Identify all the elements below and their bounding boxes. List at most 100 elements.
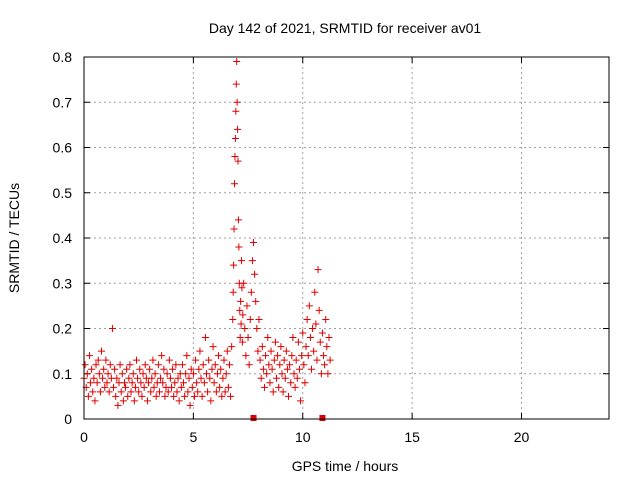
data-point [105, 388, 113, 396]
data-point [101, 383, 109, 391]
data-point [169, 365, 177, 373]
data-point [181, 392, 189, 400]
data-point [298, 352, 306, 360]
data-point [269, 388, 277, 396]
data-point [171, 379, 179, 387]
data-point [187, 365, 195, 373]
data-point [256, 356, 264, 364]
data-point [116, 361, 124, 369]
data-point [265, 361, 273, 369]
data-point [253, 325, 261, 332]
data-point [131, 383, 139, 391]
data-point [247, 288, 255, 296]
data-point [308, 365, 315, 373]
data-point [300, 361, 308, 369]
data-point [237, 297, 245, 305]
data-point [310, 347, 318, 355]
data-point [301, 379, 309, 387]
baseline-markers [250, 415, 326, 421]
data-point [232, 80, 240, 88]
data-point [289, 334, 297, 342]
data-point [270, 356, 278, 364]
data-point [103, 379, 111, 387]
data-point [183, 352, 191, 360]
data-point [283, 365, 291, 373]
data-point [145, 379, 153, 387]
x-axis-label: GPS time / hours [292, 458, 399, 474]
data-point [236, 306, 244, 314]
data-point [94, 356, 102, 364]
data-point [139, 370, 147, 378]
data-point [232, 107, 240, 115]
data-point [240, 279, 248, 287]
data-point [129, 370, 137, 378]
y-tick-label: 0.3 [53, 275, 73, 291]
data-point [268, 365, 276, 373]
data-point [98, 347, 105, 355]
data-point [234, 216, 242, 224]
data-point [314, 266, 322, 274]
data-point [188, 383, 196, 391]
y-tick-label: 0.1 [53, 366, 73, 382]
data-point [313, 356, 321, 364]
data-point [89, 388, 97, 396]
data-point [309, 325, 317, 332]
data-point [221, 388, 229, 396]
data-point [99, 374, 107, 382]
data-point [166, 374, 174, 382]
data-point [262, 352, 270, 360]
data-point [125, 374, 133, 382]
data-point [146, 365, 154, 373]
data-point [204, 388, 212, 396]
data-point [108, 325, 116, 332]
data-point [128, 379, 136, 387]
data-point [112, 392, 120, 400]
data-point [273, 374, 280, 382]
data-point [192, 356, 200, 364]
data-point [255, 315, 263, 323]
data-point [100, 365, 108, 373]
data-point [213, 370, 221, 378]
data-point [250, 239, 258, 247]
data-point [196, 347, 204, 355]
data-point [212, 388, 220, 396]
data-point [164, 388, 172, 396]
data-point [106, 361, 114, 369]
data-point [218, 392, 226, 400]
x-tick-label: 10 [295, 429, 311, 445]
data-points [80, 58, 334, 409]
data-point [92, 361, 100, 369]
data-point [152, 392, 160, 400]
x-tick-label: 5 [189, 429, 197, 445]
y-axis-label: SRMTID / TECUs [6, 183, 22, 293]
data-point [182, 370, 190, 378]
data-point [90, 374, 98, 382]
data-point [276, 361, 284, 369]
data-point [238, 257, 245, 265]
data-point [244, 334, 252, 342]
data-point [114, 401, 122, 409]
data-point [315, 306, 323, 314]
data-point [111, 365, 119, 373]
data-point [206, 374, 214, 382]
data-point [148, 374, 156, 382]
data-point [96, 388, 104, 396]
data-point [87, 379, 95, 387]
data-point [291, 383, 299, 391]
grid-lines [84, 57, 609, 419]
data-point [230, 225, 238, 233]
data-point [239, 311, 247, 319]
data-point [297, 397, 305, 405]
data-point [95, 370, 103, 378]
data-point [231, 153, 239, 161]
data-point [306, 334, 314, 342]
data-point [88, 365, 96, 373]
x-tick-labels: 0 5 10 15 20 [80, 429, 529, 445]
data-point [263, 370, 271, 378]
data-point [133, 356, 140, 364]
data-point [120, 379, 128, 387]
data-point [260, 383, 268, 391]
data-point [311, 288, 319, 296]
data-point [199, 361, 207, 369]
data-point [159, 379, 167, 387]
